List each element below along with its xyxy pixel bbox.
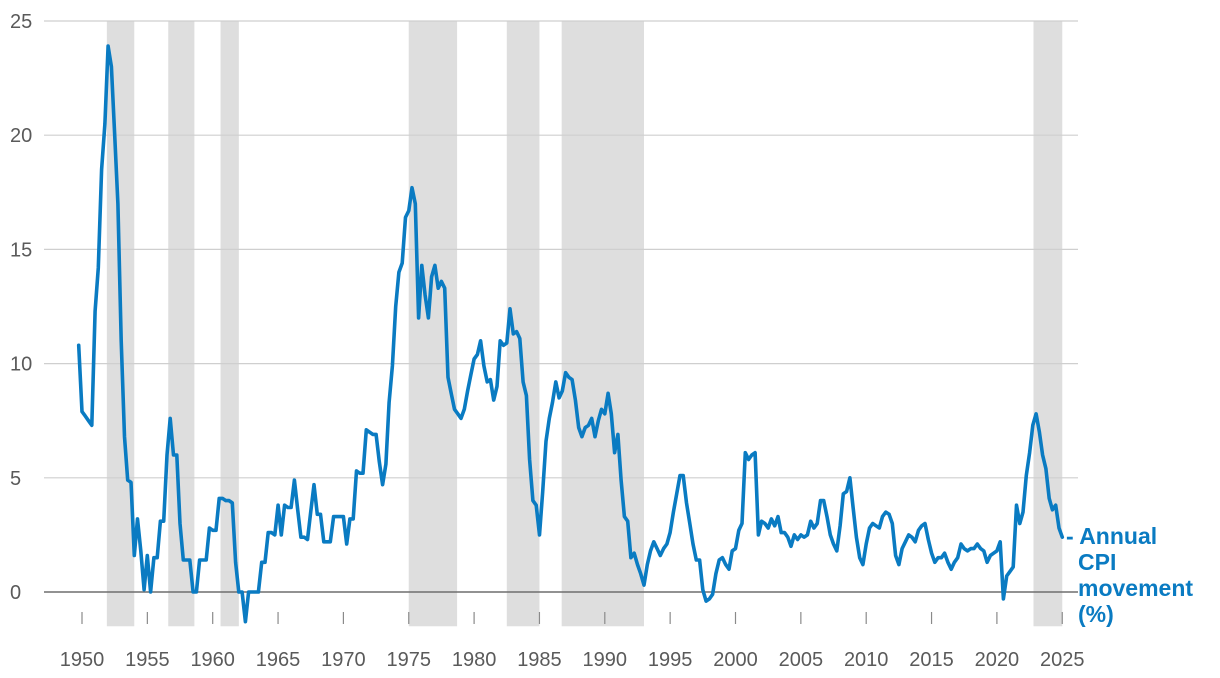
shaded-period-2 <box>220 21 239 627</box>
series-label-line-0: - Annual <box>1066 523 1157 549</box>
series-label: - Annual CPI movement (%) <box>1066 523 1193 627</box>
x-tick-label-1950: 1950 <box>60 649 105 671</box>
y-tick-label-5: 5 <box>10 468 21 490</box>
series-line-cpi <box>76 44 1065 624</box>
x-tick-label-1995: 1995 <box>648 649 693 671</box>
series-label-line-3: (%) <box>1078 601 1114 627</box>
y-tick-label-15: 15 <box>10 239 32 261</box>
y-tick-label-0: 0 <box>10 582 21 604</box>
shaded-periods <box>106 21 1063 627</box>
y-tick-label-10: 10 <box>10 354 32 376</box>
x-axis: 1950 1955 1960 1965 1970 1975 1980 1985 1990 1995… <box>60 612 1085 671</box>
shaded-period-3 <box>408 21 458 627</box>
x-tick-label-2000: 2000 <box>713 649 758 671</box>
y-axis: 0 5 10 15 20 25 <box>10 11 32 604</box>
y-tick-label-20: 20 <box>10 125 32 147</box>
x-tick-label-1955: 1955 <box>125 649 170 671</box>
x-tick-label-2025: 2025 <box>1040 649 1085 671</box>
shaded-period-5 <box>561 21 645 627</box>
x-tick-label-2020: 2020 <box>975 649 1020 671</box>
x-tick-label-1965: 1965 <box>256 649 301 671</box>
gridlines <box>44 20 1078 593</box>
series-label-line-1: CPI <box>1078 549 1116 575</box>
x-tick-label-1960: 1960 <box>190 649 235 671</box>
x-tick-label-2005: 2005 <box>779 649 824 671</box>
x-tick-label-1980: 1980 <box>452 649 497 671</box>
x-tick-label-1990: 1990 <box>583 649 628 671</box>
x-tick-label-1975: 1975 <box>387 649 432 671</box>
y-tick-label-25: 25 <box>10 11 32 33</box>
x-tick-label-2015: 2015 <box>909 649 954 671</box>
series-label-line-2: movement <box>1078 575 1193 601</box>
series <box>76 44 1065 624</box>
x-tick-label-1985: 1985 <box>517 649 562 671</box>
shaded-period-6 <box>1033 21 1063 627</box>
x-tick-label-1970: 1970 <box>321 649 366 671</box>
x-tick-label-2010: 2010 <box>844 649 889 671</box>
